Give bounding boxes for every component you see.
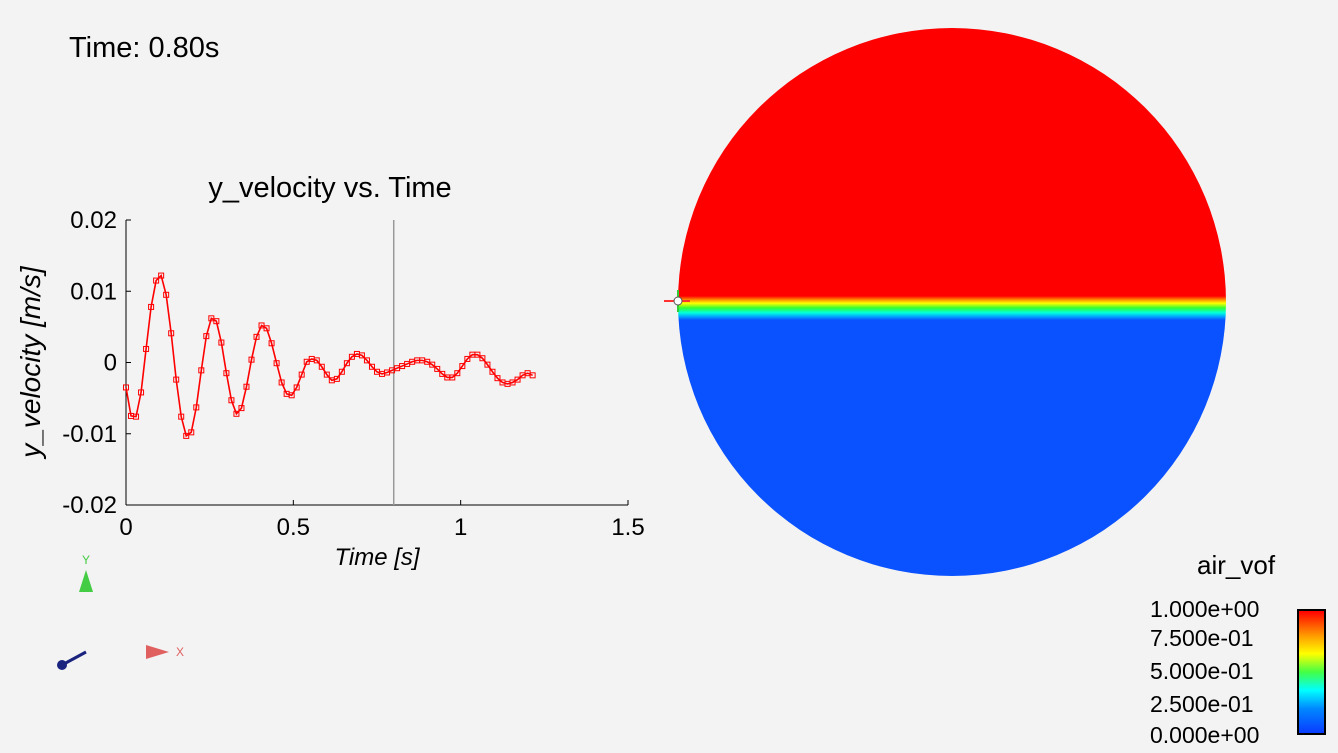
chart-point [343, 360, 350, 367]
chart-point [529, 372, 536, 379]
chart-point [474, 351, 481, 358]
chart-xlabel: Time [s] [334, 544, 420, 571]
chart-point [464, 355, 471, 362]
chart-ylabel: y_velocity [m/s] [15, 265, 46, 460]
chart-point [439, 370, 446, 377]
chart-point [218, 339, 225, 346]
probe-point[interactable] [673, 296, 683, 306]
chart-x-tick-label: 0.5 [277, 514, 310, 541]
triad-y-arrowhead [79, 570, 93, 592]
chart-series-group [123, 272, 536, 439]
chart-point [278, 379, 285, 386]
chart-point [253, 333, 260, 340]
triad-x-label: X [176, 645, 184, 659]
chart-point [459, 363, 466, 370]
chart-point [313, 357, 320, 364]
chart-point [479, 355, 486, 362]
chart-point [168, 330, 175, 337]
chart-point [514, 376, 521, 383]
legend-tick-label: 5.000e-01 [1150, 658, 1254, 684]
chart-point [268, 340, 275, 347]
chart-point [173, 376, 180, 383]
chart-point [158, 272, 165, 279]
chart-point [298, 371, 305, 378]
chart-point [238, 405, 245, 412]
chart-point [223, 370, 230, 377]
chart-point [484, 361, 491, 368]
chart-series-line [125, 274, 533, 438]
chart-point [449, 374, 456, 381]
chart-x-tick-label: 1.5 [611, 514, 644, 541]
chart-point [263, 325, 270, 332]
chart-point [233, 410, 240, 417]
chart-point [198, 367, 205, 374]
chart-y-tick-label: 0.01 [70, 278, 117, 305]
triad-z-head [57, 660, 67, 670]
interface-band [678, 296, 1226, 320]
water-region [678, 320, 1226, 576]
chart-point [323, 371, 330, 378]
chart-point [338, 368, 345, 375]
chart-point [358, 352, 365, 359]
chart-point [494, 375, 501, 382]
chart-point [429, 361, 436, 368]
chart-point [243, 383, 250, 390]
chart-y-tick-label: -0.02 [62, 492, 117, 519]
chart-point [454, 370, 461, 377]
chart-axes: 0 0.5 1 1.5 0.02 0.01 0 -0.01 -0.02 [62, 207, 644, 541]
air-region [678, 28, 1226, 296]
chart-y-tick-label: -0.01 [62, 421, 117, 448]
legend-tick-label: 1.000e+00 [1150, 596, 1260, 622]
chart-point [333, 375, 340, 382]
chart-point [193, 404, 200, 411]
chart-point [163, 291, 170, 298]
chart-point [368, 363, 375, 370]
vof-contour-domain [664, 28, 1226, 576]
legend-tick-label: 7.500e-01 [1150, 625, 1254, 651]
chart-point [178, 413, 185, 420]
triad-y-label: Y [82, 553, 90, 567]
time-label: Time: 0.80s [69, 32, 220, 64]
axes-triad: Y X [57, 553, 184, 670]
chart-point [288, 392, 295, 399]
chart-y-tick-label: 0 [104, 350, 117, 377]
chart-y-tick-label: 0.02 [70, 207, 117, 234]
chart-point [203, 333, 210, 340]
chart-point [318, 363, 325, 370]
chart-point [363, 357, 370, 364]
chart-point [188, 429, 195, 436]
chart-point [489, 368, 496, 375]
chart-x-tick-label: 0 [119, 514, 132, 541]
chart-point [123, 384, 129, 391]
colorbar [1297, 609, 1326, 735]
chart-point [248, 356, 255, 363]
chart-point [213, 318, 220, 325]
chart-point [153, 277, 160, 284]
chart-point [228, 397, 235, 404]
legend-tick-label: 0.000e+00 [1150, 722, 1260, 748]
chart-point [183, 432, 190, 439]
chart-title: y_velocity vs. Time [208, 172, 451, 204]
chart-point [143, 345, 150, 352]
legend-title: air_vof [1197, 550, 1276, 580]
legend-tick-label: 2.500e-01 [1150, 691, 1254, 717]
chart-x-tick-label: 1 [454, 514, 467, 541]
chart-point [273, 360, 280, 367]
chart-point [293, 384, 300, 391]
chart-point [434, 365, 441, 372]
y-velocity-chart: y_velocity vs. Time 0 0.5 1 1.50.020.010-0.… [15, 172, 645, 571]
chart-point [138, 389, 145, 396]
chart-point [133, 413, 140, 420]
chart-point [148, 303, 155, 310]
triad-x-arrowhead [146, 645, 169, 659]
